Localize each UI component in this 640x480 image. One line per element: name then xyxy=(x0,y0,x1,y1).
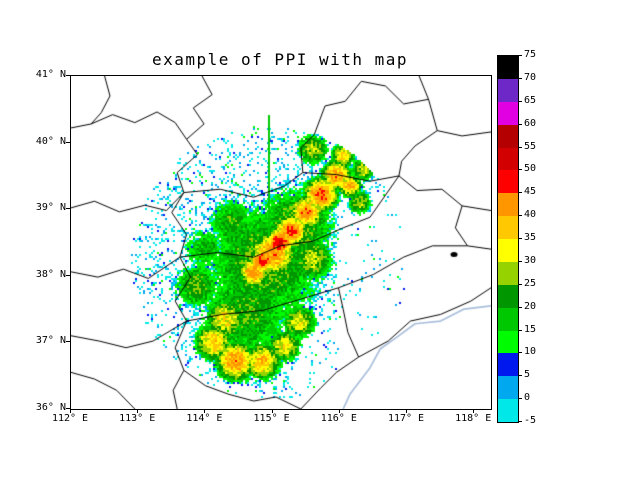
x-tick-mark xyxy=(271,409,273,413)
colorbar-tick-mark xyxy=(518,192,522,194)
colorbar-tick-label: 15 xyxy=(524,323,537,335)
colorbar xyxy=(497,55,519,423)
colorbar-tick-mark xyxy=(518,283,522,285)
y-tick-label: 37° N xyxy=(35,335,66,347)
colorbar-segment xyxy=(498,124,518,148)
y-tick-label: 38° N xyxy=(35,268,66,280)
colorbar-tick-label: 70 xyxy=(524,71,537,83)
colorbar-tick-label: 20 xyxy=(524,300,537,312)
colorbar-tick-mark xyxy=(518,260,522,262)
y-tick-label: 41° N xyxy=(35,69,66,80)
y-tick-label: 39° N xyxy=(35,202,66,214)
y-tick-label: 40° N xyxy=(35,135,66,147)
colorbar-segment xyxy=(498,239,518,262)
y-tick-label: 36° N xyxy=(35,402,66,413)
colorbar-tick-label: 65 xyxy=(524,94,537,106)
colorbar-tick-label: 45 xyxy=(524,186,537,198)
colorbar-tick-label: 55 xyxy=(524,140,537,152)
x-tick-mark xyxy=(406,409,407,413)
x-tick-label: 112° E xyxy=(51,413,89,424)
chart-title: example of PPI with map xyxy=(151,50,409,69)
y-tick-mark xyxy=(66,208,70,210)
colorbar-tick-label: 5 xyxy=(524,369,531,381)
colorbar-tick-label: 50 xyxy=(524,163,537,175)
y-tick-mark xyxy=(66,341,70,343)
colorbar-tick-label: 60 xyxy=(524,117,537,129)
y-tick-mark xyxy=(66,274,70,276)
colorbar-tick-label: 30 xyxy=(524,254,537,266)
y-tick-mark xyxy=(66,408,70,409)
colorbar-segment xyxy=(498,330,518,354)
colorbar-segment xyxy=(498,353,518,377)
colorbar-tick-mark xyxy=(518,238,522,239)
y-tick-mark xyxy=(66,141,70,143)
x-tick-mark xyxy=(204,409,206,413)
x-tick-mark xyxy=(338,409,340,413)
colorbar-tick-mark xyxy=(518,123,522,125)
colorbar-segment xyxy=(498,147,518,171)
colorbar-tick-label: 10 xyxy=(524,346,537,358)
colorbar-segment xyxy=(498,101,518,125)
colorbar-tick-mark xyxy=(518,77,522,79)
colorbar-tick-mark xyxy=(518,146,522,148)
x-tick-label: 114° E xyxy=(186,413,223,424)
colorbar-tick-mark xyxy=(518,100,522,102)
colorbar-tick-mark xyxy=(518,421,522,422)
colorbar-tick-mark xyxy=(518,352,522,354)
y-tick-mark xyxy=(66,75,70,76)
colorbar-tick-label: -5 xyxy=(524,415,537,426)
colorbar-segment xyxy=(498,376,518,400)
colorbar-tick-mark xyxy=(518,375,522,377)
colorbar-tick-mark xyxy=(518,329,522,331)
ppi-canvas xyxy=(71,76,491,409)
colorbar-tick-mark xyxy=(518,55,522,56)
x-tick-label: 116° E xyxy=(320,413,357,424)
x-tick-label: 113° E xyxy=(119,413,156,424)
colorbar-segment xyxy=(498,56,518,79)
x-tick-label: 115° E xyxy=(253,413,290,424)
colorbar-tick-label: 0 xyxy=(524,392,531,404)
colorbar-segment xyxy=(498,78,518,102)
x-tick-mark xyxy=(137,409,139,413)
plot-area xyxy=(70,75,492,410)
colorbar-tick-mark xyxy=(518,306,522,308)
colorbar-segment xyxy=(498,284,518,308)
colorbar-segment xyxy=(498,170,518,194)
colorbar-tick-label: 25 xyxy=(524,277,537,289)
x-tick-mark xyxy=(70,409,71,413)
colorbar-tick-label: 75 xyxy=(524,49,537,60)
x-tick-mark xyxy=(473,409,475,413)
x-tick-label: 118° E xyxy=(455,413,492,424)
colorbar-segment xyxy=(498,261,518,285)
colorbar-segment xyxy=(498,307,518,331)
colorbar-tick-mark xyxy=(518,398,522,400)
colorbar-segment xyxy=(498,399,518,422)
colorbar-segment xyxy=(498,216,518,239)
colorbar-tick-mark xyxy=(518,215,522,217)
colorbar-segment xyxy=(498,193,518,217)
colorbar-tick-label: 35 xyxy=(524,232,537,243)
x-tick-label: 117° E xyxy=(387,413,425,424)
colorbar-tick-mark xyxy=(518,169,522,171)
colorbar-tick-label: 40 xyxy=(524,209,537,221)
